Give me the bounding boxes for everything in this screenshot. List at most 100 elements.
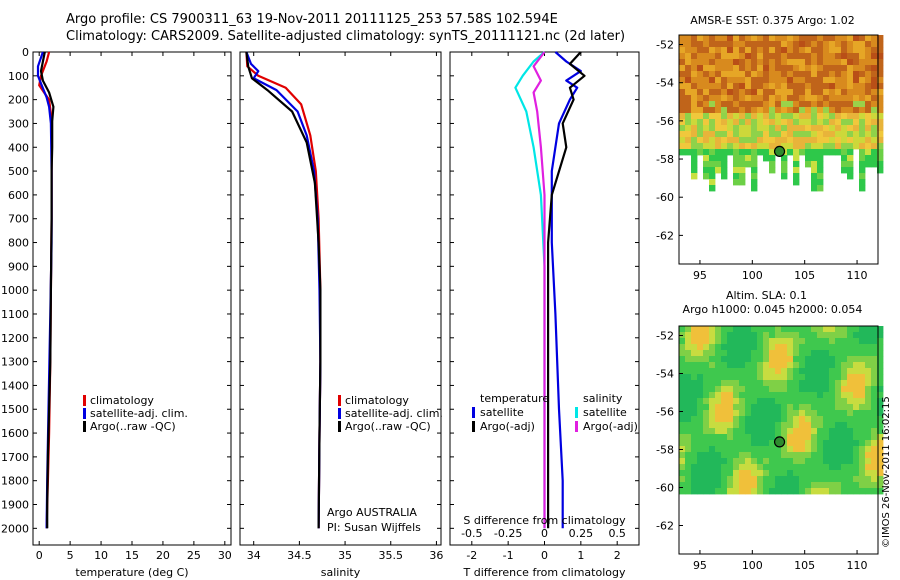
map-cell — [685, 35, 692, 42]
map-cell — [775, 410, 782, 417]
map-cell — [697, 65, 704, 72]
map-cell — [781, 119, 788, 126]
map-cell — [763, 344, 770, 351]
map-cell — [799, 362, 806, 369]
x-tick-label: 100 — [742, 559, 763, 572]
map-cell — [733, 95, 740, 102]
map-cell — [853, 440, 860, 447]
map-cell — [811, 167, 818, 174]
map-cell — [811, 464, 818, 471]
map-cell — [775, 488, 782, 495]
map-cell — [865, 488, 872, 495]
map-cell — [841, 410, 848, 417]
map-cell — [817, 131, 824, 138]
map-cell — [829, 143, 836, 150]
map-cell — [763, 356, 770, 363]
map-cell — [787, 362, 794, 369]
map-cell — [787, 416, 794, 423]
map-cell — [823, 71, 830, 78]
map-cell — [811, 428, 818, 435]
map-cell — [865, 338, 872, 345]
map-cell — [829, 422, 836, 429]
map-cell — [781, 338, 788, 345]
map-cell — [721, 392, 728, 399]
map-cell — [757, 470, 764, 477]
map-cell — [739, 380, 746, 387]
map-cell — [727, 470, 734, 477]
map-cell — [721, 107, 728, 114]
map-cell — [799, 392, 806, 399]
map-cell — [691, 350, 698, 357]
map-cell — [865, 137, 872, 144]
map-cell — [853, 416, 860, 423]
map-cell — [751, 446, 758, 453]
map-cell — [841, 65, 848, 72]
map-cell — [799, 83, 806, 90]
map-cell — [841, 113, 848, 120]
map-cell — [709, 362, 716, 369]
map-cell — [817, 149, 824, 156]
map-cell — [811, 452, 818, 459]
map-cell — [817, 95, 824, 102]
map-cell — [697, 326, 704, 333]
map-cell — [877, 446, 884, 453]
map-cell — [841, 482, 848, 489]
legend-label: satellite-adj. clim. — [345, 407, 443, 420]
map-cell — [799, 35, 806, 42]
map-cell — [859, 95, 866, 102]
map-cell — [733, 161, 740, 168]
map-cell — [697, 35, 704, 42]
map-cell — [799, 404, 806, 411]
map-cell — [703, 458, 710, 465]
map-cell — [709, 476, 716, 483]
map-cell — [709, 482, 716, 489]
map-cell — [757, 428, 764, 435]
map-cell — [697, 344, 704, 351]
map-cell — [835, 326, 842, 333]
map-cell — [679, 113, 686, 120]
map-cell — [799, 356, 806, 363]
map-cell — [811, 185, 818, 192]
map-cell — [799, 458, 806, 465]
map-cell — [733, 59, 740, 66]
map-cell — [751, 440, 758, 447]
y-tick-label: -60 — [656, 191, 674, 204]
map-cell — [835, 137, 842, 144]
map-cell — [817, 440, 824, 447]
map-cell — [823, 41, 830, 48]
map-cell — [829, 446, 836, 453]
map-cell — [811, 368, 818, 375]
map-cell — [715, 131, 722, 138]
map-cell — [841, 380, 848, 387]
map-cell — [853, 422, 860, 429]
map-cell — [679, 476, 686, 483]
map-cell — [763, 107, 770, 114]
map-cell — [835, 119, 842, 126]
map-cell — [811, 440, 818, 447]
map-cell — [823, 59, 830, 66]
map-cell — [751, 95, 758, 102]
map-cell — [769, 398, 776, 405]
map-cell — [817, 488, 824, 495]
map-cell — [709, 326, 716, 333]
map-cell — [739, 356, 746, 363]
map-cell — [811, 53, 818, 60]
map-cell — [847, 167, 854, 174]
map-cell — [769, 161, 776, 168]
map-cell — [793, 143, 800, 150]
map-cell — [703, 446, 710, 453]
map-cell — [805, 119, 812, 126]
map-cell — [793, 374, 800, 381]
map-cell — [721, 464, 728, 471]
map-cell — [871, 65, 878, 72]
map-cell — [715, 83, 722, 90]
map-cell — [835, 458, 842, 465]
top-tick-label: 0 — [541, 527, 548, 540]
map-cell — [763, 119, 770, 126]
map-cell — [817, 65, 824, 72]
map-cell — [733, 482, 740, 489]
map-cell — [685, 65, 692, 72]
map-cell — [859, 482, 866, 489]
map-cell — [727, 434, 734, 441]
map-cell — [847, 131, 854, 138]
